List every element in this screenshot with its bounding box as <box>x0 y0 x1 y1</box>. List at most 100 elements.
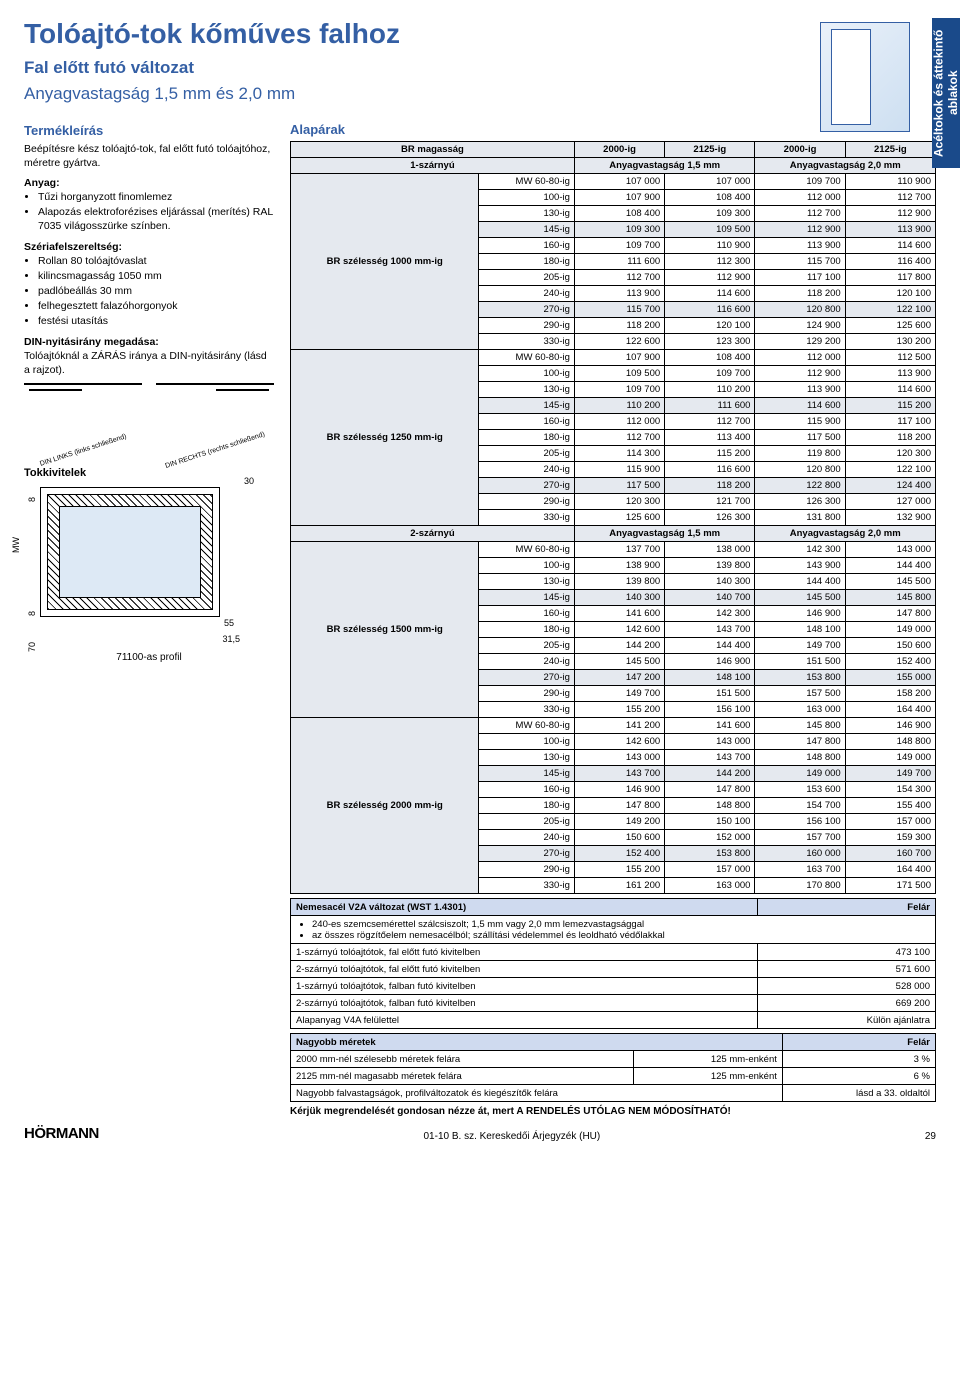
price-value: 147 800 <box>845 606 935 622</box>
price-value: 112 000 <box>755 190 845 206</box>
v2a-bullets: 240-es szemcsemérettel szálcsiszolt; 1,5… <box>291 916 936 944</box>
price-value: 109 300 <box>574 222 664 238</box>
price-value: 120 300 <box>845 446 935 462</box>
price-value: 154 700 <box>755 798 845 814</box>
price-value: 150 600 <box>845 638 935 654</box>
price-value: 117 100 <box>845 414 935 430</box>
price-value: 114 600 <box>755 398 845 414</box>
dim-8b: 8 <box>26 611 38 616</box>
anyag-list: Tűzi horganyzott finomlemezAlapozás elek… <box>24 190 274 234</box>
category: 145-ig <box>479 590 574 606</box>
price-value: 116 600 <box>665 302 755 318</box>
list-item: kilincsmagasság 1050 mm <box>38 269 274 283</box>
category: 290-ig <box>479 494 574 510</box>
price-value: 112 900 <box>755 222 845 238</box>
szeria-label: Szériafelszereltség: <box>24 240 274 254</box>
price-value: 117 500 <box>755 430 845 446</box>
bigger-pct: 3 % <box>782 1051 935 1068</box>
bigger-row-label: 2000 mm-nél szélesebb méretek felára <box>291 1051 634 1068</box>
door-icon <box>820 22 910 132</box>
price-value: 125 600 <box>574 510 664 526</box>
din-right-label: DIN RECHTS (rechts schließend) <box>164 431 265 470</box>
category: 145-ig <box>479 222 574 238</box>
v2a-row-price: 473 100 <box>758 944 936 961</box>
price-value: 112 900 <box>665 270 755 286</box>
thick-15b: Anyagvastagság 1,5 mm <box>574 526 755 542</box>
price-value: 119 800 <box>755 446 845 462</box>
width-group: BR szélesség 1250 mm-ig <box>291 350 479 526</box>
price-value: 113 900 <box>845 222 935 238</box>
category: 330-ig <box>479 878 574 894</box>
price-value: 144 200 <box>665 766 755 782</box>
price-value: 112 700 <box>665 414 755 430</box>
price-value: 126 300 <box>665 510 755 526</box>
price-value: 163 700 <box>755 862 845 878</box>
v4a-value: Külön ajánlatra <box>758 1012 936 1029</box>
price-value: 113 400 <box>665 430 755 446</box>
felar-label: Felár <box>758 899 936 916</box>
price-value: 146 900 <box>845 718 935 734</box>
price-value: 113 900 <box>755 382 845 398</box>
subtitle-2: Anyagvastagság 1,5 mm és 2,0 mm <box>24 84 936 104</box>
thick-20b: Anyagvastagság 2,0 mm <box>755 526 936 542</box>
price-value: 112 000 <box>755 350 845 366</box>
thick-15: Anyagvastagság 1,5 mm <box>574 158 755 174</box>
price-value: 148 100 <box>755 622 845 638</box>
price-value: 111 600 <box>665 398 755 414</box>
price-value: 114 600 <box>845 382 935 398</box>
price-value: 142 300 <box>755 542 845 558</box>
price-value: 122 800 <box>755 478 845 494</box>
din-left-icon <box>24 383 142 385</box>
price-value: 113 900 <box>755 238 845 254</box>
price-value: 145 500 <box>574 654 664 670</box>
price-value: 122 100 <box>845 462 935 478</box>
din-text: Tolóajtóknál a ZÁRÁS iránya a DIN-nyitás… <box>24 349 274 377</box>
category: 180-ig <box>479 430 574 446</box>
category: 180-ig <box>479 798 574 814</box>
price-value: 109 700 <box>665 366 755 382</box>
price-value: 147 800 <box>574 798 664 814</box>
price-value: 151 500 <box>665 686 755 702</box>
category: 290-ig <box>479 862 574 878</box>
price-value: 146 900 <box>574 782 664 798</box>
price-value: 117 800 <box>845 270 935 286</box>
price-value: 112 700 <box>574 270 664 286</box>
footer-mid: 01-10 B. sz. Kereskedői Árjegyzék (HU) <box>423 1131 600 1142</box>
category: MW 60-80-ig <box>479 174 574 190</box>
category: 270-ig <box>479 302 574 318</box>
extra-row-label: Nagyobb falvastagságok, profilváltozatok… <box>291 1085 783 1102</box>
col-2000: 2000-ig <box>574 142 664 158</box>
warning-text: Kérjük megrendelését gondosan nézze át, … <box>290 1106 936 1117</box>
price-value: 139 800 <box>574 574 664 590</box>
thick-20: Anyagvastagság 2,0 mm <box>755 158 936 174</box>
dim-55: 55 <box>224 617 234 629</box>
price-value: 155 200 <box>574 862 664 878</box>
price-value: 107 900 <box>574 190 664 206</box>
width-group: BR szélesség 1500 mm-ig <box>291 542 479 718</box>
price-value: 129 200 <box>755 334 845 350</box>
category: 330-ig <box>479 510 574 526</box>
price-value: 157 700 <box>755 830 845 846</box>
price-value: 147 800 <box>665 782 755 798</box>
price-value: 113 900 <box>845 366 935 382</box>
price-value: 145 800 <box>845 590 935 606</box>
price-value: 114 600 <box>665 286 755 302</box>
dim-8a: 8 <box>26 497 38 502</box>
dim-30: 30 <box>244 475 254 487</box>
list-item: Alapozás elektroforézises eljárással (me… <box>38 205 274 233</box>
right-column: Alapárak BR magasság2000-ig2125-ig2000-i… <box>290 122 936 1117</box>
price-value: 127 000 <box>845 494 935 510</box>
price-value: 142 600 <box>574 622 664 638</box>
bigger-row-label: 2125 mm-nél magasabb méretek felára <box>291 1068 634 1085</box>
v2a-row-label: 1-szárnyú tolóajtótok, fal előtt futó ki… <box>291 944 758 961</box>
bigger-step: 125 mm-enként <box>633 1051 782 1068</box>
v4a-label: Alapanyag V4A felülettel <box>291 1012 758 1029</box>
price-value: 114 300 <box>574 446 664 462</box>
list-item: felhegesztett falazóhorgonyok <box>38 299 274 313</box>
profile-name: 71100-as profil <box>24 651 274 665</box>
price-value: 124 900 <box>755 318 845 334</box>
price-value: 146 900 <box>665 654 755 670</box>
brand-logo: HÖRMANN <box>24 1125 99 1142</box>
desc-text: Beépítésre kész tolóajtó-tok, fal előtt … <box>24 142 274 170</box>
br-height-header: BR magasság <box>291 142 575 158</box>
